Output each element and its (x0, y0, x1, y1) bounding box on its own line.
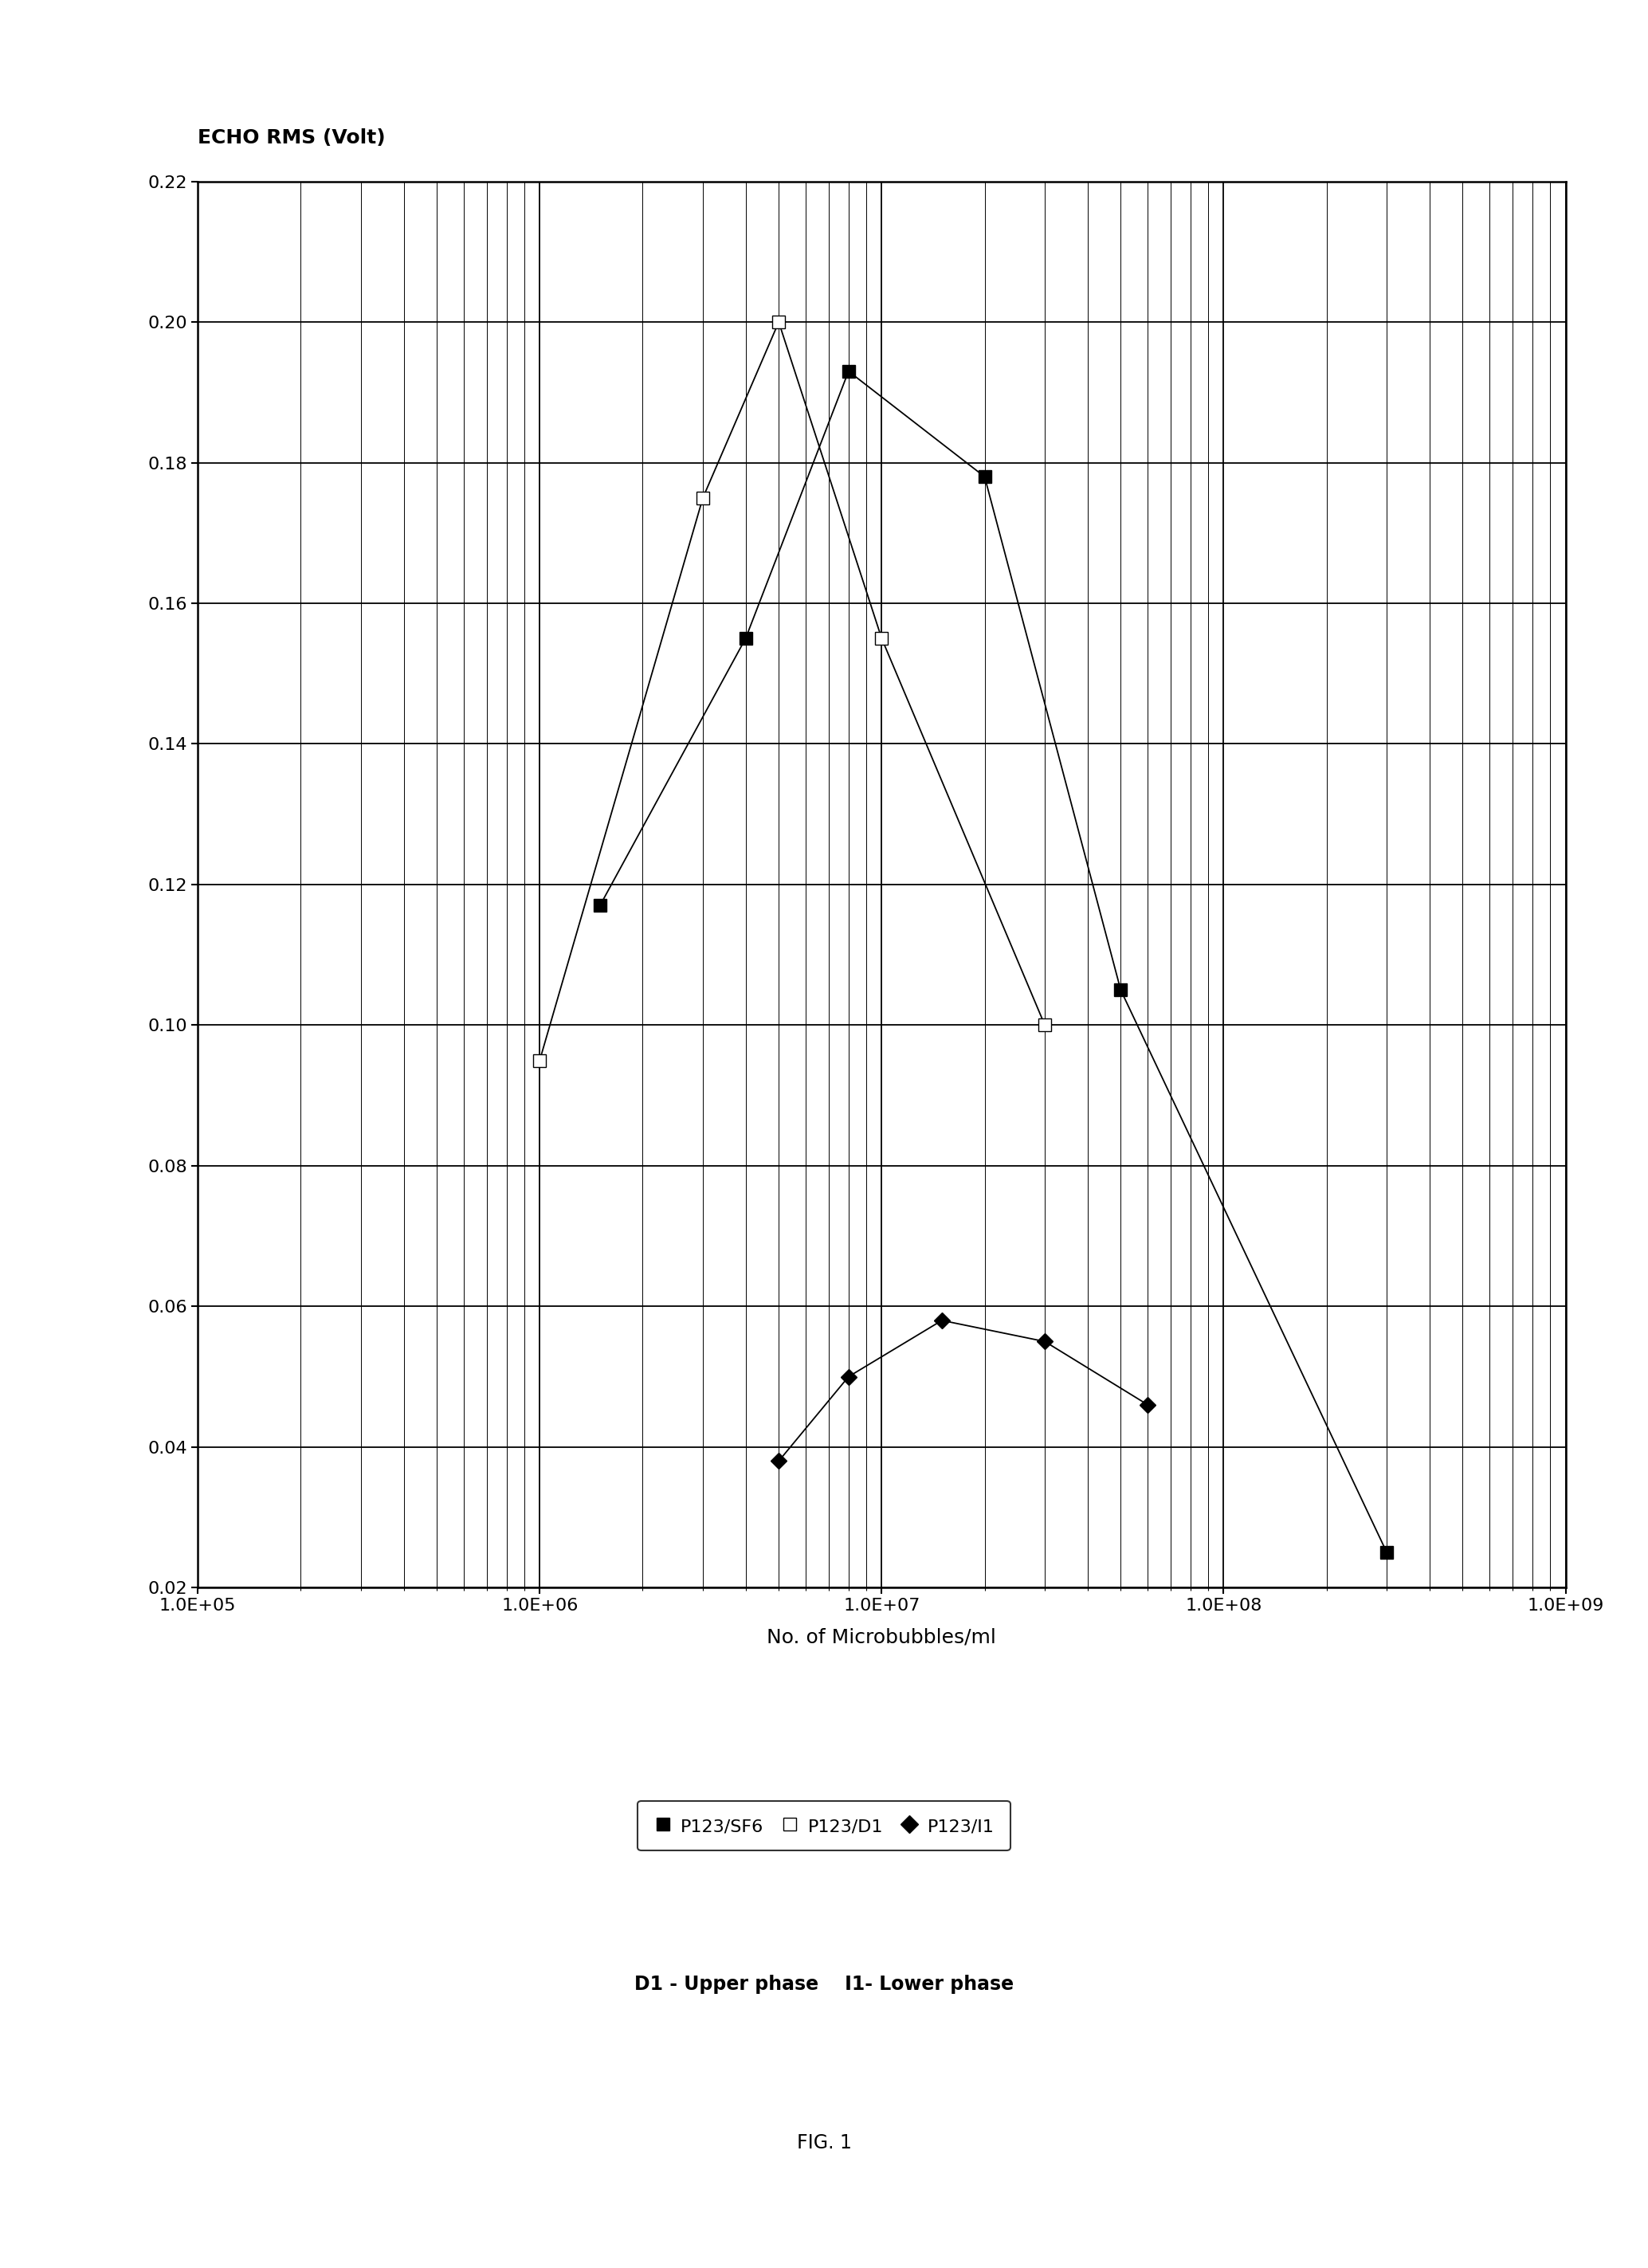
Line: P123/SF6: P123/SF6 (593, 365, 1393, 1558)
P123/SF6 (735, 626, 755, 653)
P123/D1 (770, 308, 789, 336)
P123/I1 (933, 1306, 953, 1334)
P123/I1 (839, 1363, 859, 1390)
Legend: P123/SF6, P123/D1, P123/I1: P123/SF6, P123/D1, P123/I1 (638, 1801, 1010, 1851)
P123/D1 (872, 626, 892, 653)
P123/D1 (694, 485, 714, 513)
P123/I1 (1035, 1329, 1055, 1356)
Line: P123/D1: P123/D1 (534, 315, 1051, 1066)
P123/D1 (1035, 1012, 1055, 1039)
P123/I1 (770, 1447, 789, 1474)
Line: P123/I1: P123/I1 (773, 1315, 1154, 1467)
P123/SF6 (1111, 978, 1131, 1005)
Text: ECHO RMS (Volt): ECHO RMS (Volt) (198, 129, 386, 147)
P123/SF6 (1378, 1540, 1398, 1567)
X-axis label: No. of Microbubbles/ml: No. of Microbubbles/ml (766, 1628, 997, 1647)
P123/SF6 (590, 891, 610, 919)
P123/SF6 (974, 463, 994, 490)
P123/D1 (531, 1048, 550, 1075)
Text: D1 - Upper phase    I1- Lower phase: D1 - Upper phase I1- Lower phase (634, 1975, 1014, 1994)
P123/SF6 (839, 358, 859, 386)
Text: FIG. 1: FIG. 1 (796, 2134, 852, 2152)
P123/I1 (1137, 1390, 1157, 1418)
